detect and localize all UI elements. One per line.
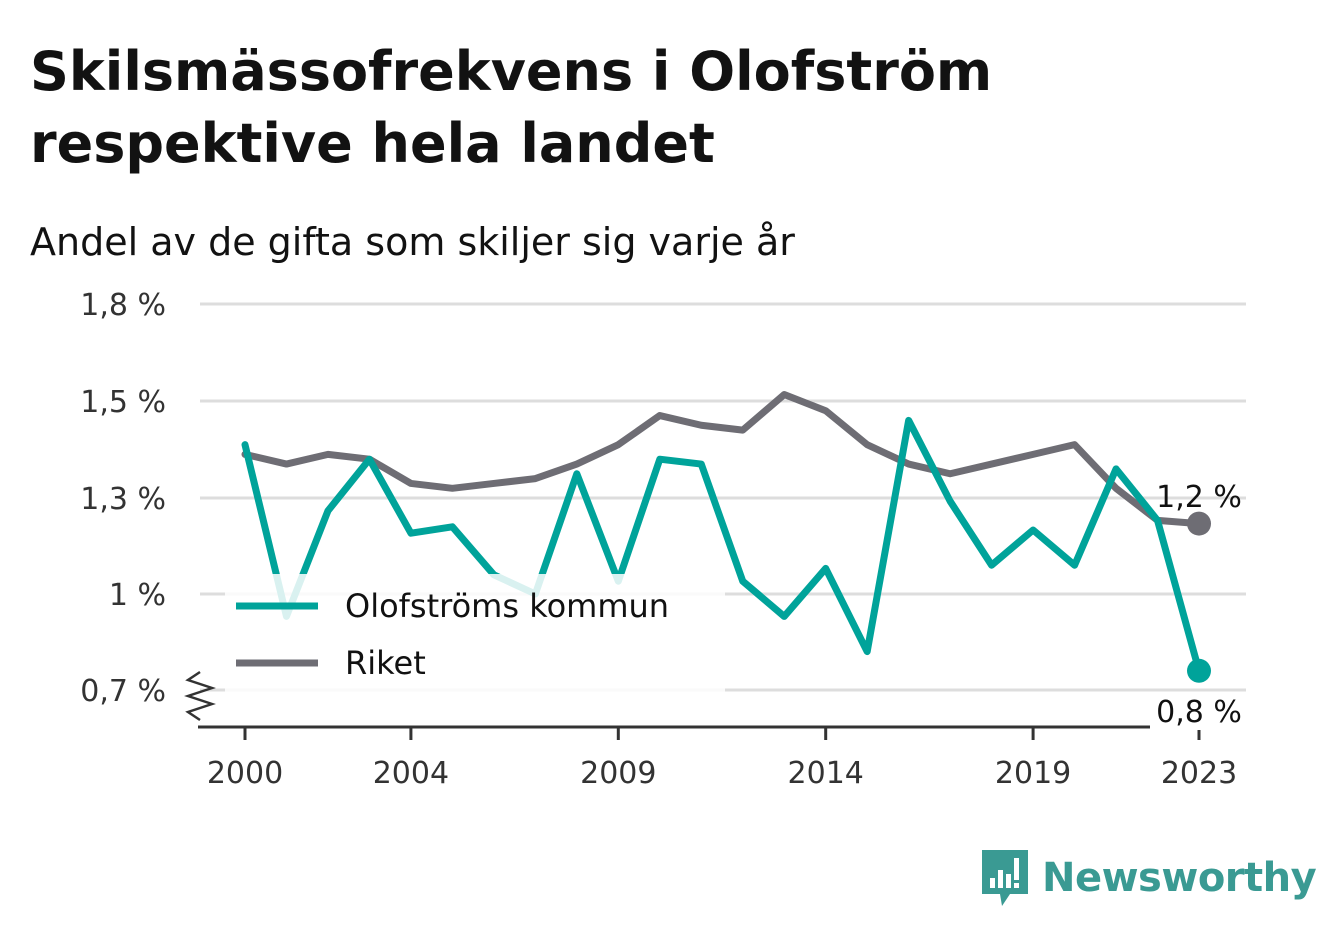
y-tick-label: 1,3 % [80, 482, 166, 517]
x-tick-label: 2009 [580, 756, 656, 791]
legend-background [225, 574, 725, 694]
chart-subtitle: Andel av de gifta som skiljer sig varje … [30, 220, 795, 264]
series-line-olofstrom [241, 416, 1203, 675]
end-label-halo [1150, 694, 1248, 730]
y-tick-label: 0,7 % [80, 674, 166, 709]
series-end-point-riket [1187, 511, 1211, 536]
x-axis [184, 670, 1246, 729]
x-tick-label: 2019 [995, 756, 1071, 791]
x-axis-ticks: 2000 2004 2009 2014 2019 2023 [207, 727, 1237, 791]
newsworthy-logo: Newsworthy [980, 848, 1317, 908]
series-line-riket [241, 391, 1203, 528]
brand-name: Newsworthy [1042, 855, 1317, 901]
series-lines [241, 391, 1211, 683]
axis-break-icon [184, 670, 216, 722]
y-tick-label: 1,8 % [80, 288, 166, 323]
chart-title: Skilsmässofrekvens i Olofström respektiv… [30, 40, 993, 175]
series-end-point-olofstrom [1187, 658, 1211, 683]
end-label-riket: 1,2 % [1156, 480, 1242, 515]
x-tick-label: 2014 [788, 756, 864, 791]
end-labels: 1,2 % 0,8 % [1150, 480, 1248, 730]
y-tick-label: 1 % [109, 578, 166, 613]
end-label-olofstrom: 0,8 % [1156, 695, 1242, 730]
newsworthy-logo-icon [982, 850, 1028, 906]
x-tick-label: 2023 [1161, 756, 1237, 791]
y-tick-label: 1,5 % [80, 385, 166, 420]
legend: Olofströms kommun Riket [225, 574, 725, 694]
legend-label: Olofströms kommun [345, 587, 669, 625]
x-tick-label: 2004 [373, 756, 449, 791]
y-axis-ticks: 0,7 % 1 % 1,3 % 1,5 % 1,8 % [80, 288, 166, 709]
legend-label: Riket [345, 644, 426, 682]
x-tick-label: 2000 [207, 756, 283, 791]
